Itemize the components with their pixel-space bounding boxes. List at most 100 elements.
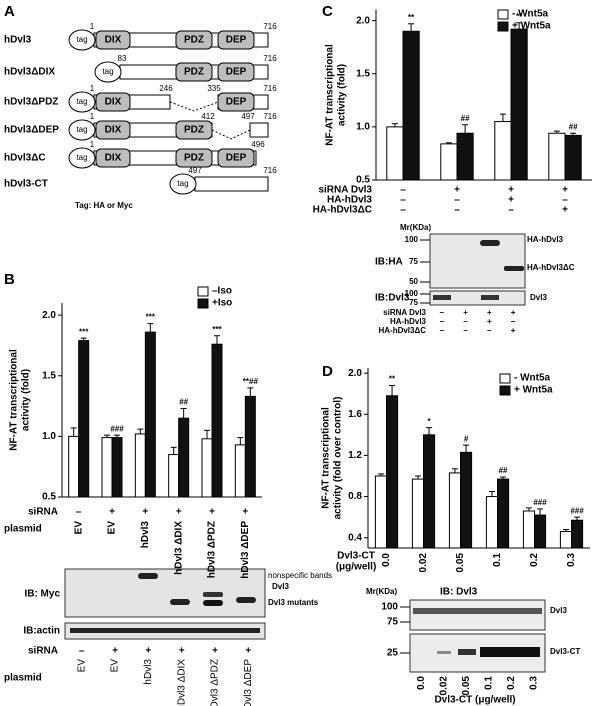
y-tick-label: 1.5 — [356, 68, 370, 79]
residue-number: 497 — [241, 112, 255, 121]
blot — [64, 568, 266, 618]
panel-label: D — [322, 363, 333, 380]
domain — [95, 30, 131, 50]
blot-condition-value: – — [511, 317, 516, 326]
bar — [485, 496, 498, 549]
construct-name: hDvl3-CT — [4, 179, 48, 190]
domain-label: DEP — [226, 67, 247, 78]
blot-band — [138, 573, 158, 579]
blot-probe: IB: Dvl3 — [440, 587, 478, 598]
condition-value: – — [400, 185, 406, 196]
blot-label: Dvl3 — [530, 293, 547, 302]
bar — [497, 478, 510, 549]
blot-probe: IB: Myc — [24, 589, 60, 600]
domain-label: PDZ — [184, 153, 204, 164]
tag-label: tag — [177, 179, 188, 188]
tag — [94, 61, 122, 83]
blot-probe: IB:HA — [375, 257, 403, 268]
condition-value: + — [176, 507, 182, 518]
residue-number: 1 — [90, 22, 95, 31]
blot-lane-label: 0.3 — [528, 676, 539, 690]
condition-value: + — [508, 185, 514, 196]
significance: *** — [79, 327, 89, 336]
significance: *** — [212, 325, 222, 334]
bar — [101, 437, 113, 498]
significance: *** — [146, 313, 156, 322]
y-axis-label: activity (fold) — [337, 64, 348, 126]
blot-condition-value: + — [511, 326, 516, 335]
condition-value: + — [454, 185, 460, 196]
x-tick-label: 0.2 — [529, 553, 540, 567]
blot-mr: Mr(KDa) — [366, 587, 397, 596]
condition-value: + — [242, 507, 248, 518]
residue-number: 716 — [263, 84, 277, 93]
tag-label: tag — [102, 67, 113, 76]
blot-band — [480, 240, 500, 246]
significance: ## — [461, 114, 470, 123]
bar — [411, 478, 424, 549]
bar — [386, 395, 399, 549]
significance: **## — [243, 377, 259, 386]
legend-label: + Wnt5a — [514, 385, 553, 396]
y-tick-label: 2.0 — [356, 15, 370, 26]
blot-condition-value: EV — [110, 659, 121, 673]
significance: ** — [516, 12, 523, 21]
residue-number: 1 — [90, 112, 95, 121]
residue-number: 497 — [188, 166, 202, 175]
condition-value: – — [508, 205, 514, 216]
blot-condition-value: + — [212, 646, 218, 657]
blot-condition-value: + — [463, 308, 468, 317]
condition-value: hDvl3 ΔDIX — [173, 521, 184, 575]
blot-probe: IB:actin — [23, 626, 60, 637]
residue-number: 1 — [90, 140, 95, 149]
tag — [68, 29, 96, 51]
y-tick-label: 1.0 — [356, 122, 370, 133]
domain-label: DIX — [105, 35, 122, 46]
y-axis-label: NF-AT transcriptional — [325, 44, 336, 146]
bar — [201, 438, 213, 498]
bar — [494, 121, 512, 181]
deletion — [211, 129, 251, 140]
y-tick-label: 0.8 — [348, 491, 362, 502]
construct-note: Tag: HA or Myc — [75, 201, 133, 210]
tag-label: tag — [76, 35, 87, 44]
construct-name: hDvl3ΔDIX — [4, 67, 55, 78]
blot-label: nonspecific bands — [268, 571, 332, 580]
legend-swatch — [197, 286, 209, 297]
bar — [548, 132, 566, 181]
legend-label: +Iso — [212, 298, 232, 309]
residue-number: 496 — [251, 140, 265, 149]
blot-condition-label: HA-hDvl3 — [390, 317, 427, 326]
bar — [423, 434, 436, 549]
blot-lane-label: 0.05 — [461, 676, 472, 696]
tag-label: tag — [76, 97, 87, 106]
blot-condition-label: HA-hDvl3ΔC — [378, 326, 426, 335]
blot-condition-value: hDvl3 — [143, 659, 154, 685]
blot-marker: 25 — [387, 648, 399, 659]
legend-swatch — [499, 385, 511, 396]
blot-band — [458, 649, 476, 655]
blot-marker: 75 — [409, 257, 418, 266]
blot-condition-label: plasmid — [4, 673, 42, 684]
condition-label: siRNA Dvl3 — [318, 185, 372, 196]
x-tick-label: 0.05 — [455, 553, 466, 573]
bar — [510, 28, 528, 181]
domain-label: DEP — [226, 35, 247, 46]
domain-label: DIX — [105, 97, 122, 108]
blot-condition-value: – — [440, 326, 445, 335]
blot-mr: Mr(KDa) — [400, 223, 431, 232]
residue-number: 246 — [159, 84, 173, 93]
blot-band — [203, 600, 223, 606]
significance: ### — [570, 506, 584, 515]
blot-condition-value: EV — [76, 659, 87, 673]
blot-label: HA-hDvl3ΔC — [527, 263, 575, 272]
domain-label: PDZ — [184, 67, 204, 78]
y-tick-label: 0.5 — [356, 175, 370, 186]
condition-label: HA-hDvl3ΔC — [313, 205, 372, 216]
legend-swatch — [497, 21, 509, 32]
tag — [68, 147, 96, 169]
condition-value: + — [209, 507, 215, 518]
blot-band — [203, 592, 223, 597]
condition-label: HA-hDvl3 — [327, 195, 372, 206]
blot-condition-value: – — [463, 326, 468, 335]
